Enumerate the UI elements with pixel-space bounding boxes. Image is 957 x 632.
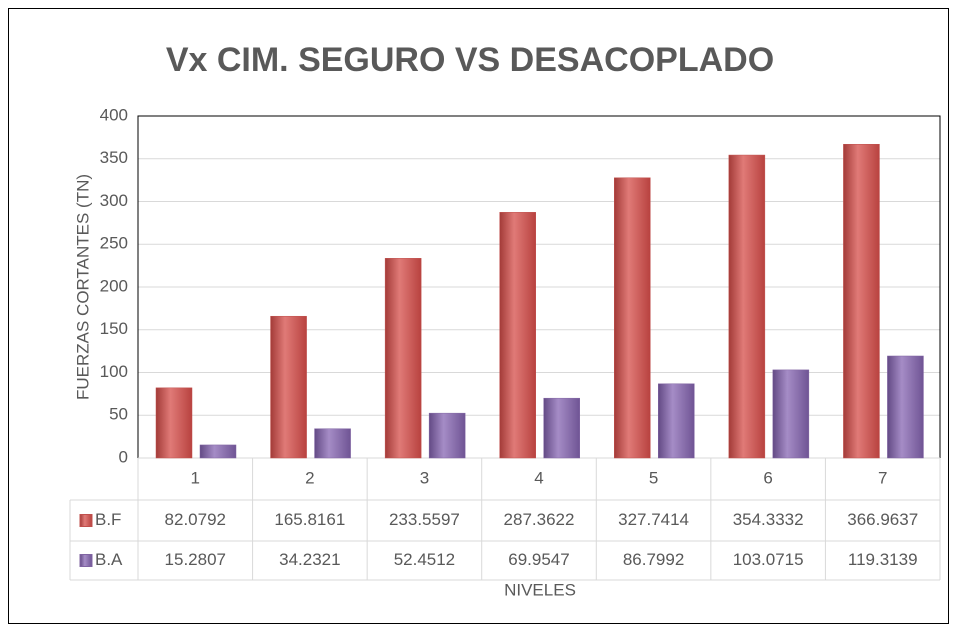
y-tick-label: 150 bbox=[100, 319, 128, 338]
bar bbox=[728, 154, 766, 459]
table-value: 327.7414 bbox=[618, 510, 689, 529]
table-value: 165.8161 bbox=[274, 510, 345, 529]
table-value: 354.3332 bbox=[733, 510, 804, 529]
bar bbox=[887, 355, 924, 459]
table-value: 103.0715 bbox=[733, 550, 804, 569]
bar bbox=[543, 397, 580, 459]
bar bbox=[155, 387, 193, 459]
table-value: 34.2321 bbox=[279, 550, 340, 569]
bar bbox=[270, 315, 307, 459]
x-axis-label: NIVELES bbox=[504, 580, 576, 599]
bar bbox=[658, 383, 695, 459]
bar bbox=[428, 412, 466, 459]
table-value: 82.0792 bbox=[165, 510, 226, 529]
x-tick-label: 6 bbox=[763, 468, 772, 487]
table-value: 287.3622 bbox=[504, 510, 575, 529]
y-tick-label: 50 bbox=[109, 405, 128, 424]
x-tick-label: 2 bbox=[305, 468, 314, 487]
table-value: 86.7992 bbox=[623, 550, 684, 569]
table-value: 366.9637 bbox=[847, 510, 918, 529]
legend-marker bbox=[79, 554, 93, 567]
bar bbox=[499, 212, 536, 459]
x-tick-label: 5 bbox=[649, 468, 658, 487]
y-tick-label: 250 bbox=[100, 234, 128, 253]
x-tick-label: 3 bbox=[420, 468, 429, 487]
table-value: 15.2807 bbox=[165, 550, 226, 569]
bar bbox=[199, 444, 237, 459]
x-tick-label: 1 bbox=[191, 468, 200, 487]
table-value: 69.9547 bbox=[508, 550, 569, 569]
table-value: 119.3139 bbox=[848, 550, 918, 569]
bar bbox=[314, 428, 351, 459]
table-value: 52.4512 bbox=[394, 550, 455, 569]
bar bbox=[614, 177, 651, 459]
x-tick-label: 4 bbox=[534, 468, 543, 487]
y-tick-label: 100 bbox=[100, 362, 128, 381]
chart-title: Vx CIM. SEGURO VS DESACOPLADO bbox=[166, 41, 774, 79]
bar bbox=[772, 369, 810, 459]
legend-label: B.A bbox=[95, 550, 123, 569]
y-tick-label: 0 bbox=[119, 447, 128, 466]
y-tick-label: 200 bbox=[100, 276, 128, 295]
x-tick-label: 7 bbox=[878, 468, 887, 487]
bar bbox=[843, 143, 880, 459]
y-tick-label: 400 bbox=[100, 105, 128, 124]
legend-marker bbox=[79, 514, 93, 527]
chart-border bbox=[8, 8, 949, 624]
y-tick-label: 300 bbox=[100, 191, 128, 210]
legend-label: B.F bbox=[95, 510, 121, 529]
y-tick-label: 350 bbox=[100, 148, 128, 167]
bar bbox=[384, 258, 422, 459]
y-axis-label: FUERZAS CORTANTES (TN) bbox=[73, 174, 92, 400]
table-value: 233.5597 bbox=[389, 510, 460, 529]
